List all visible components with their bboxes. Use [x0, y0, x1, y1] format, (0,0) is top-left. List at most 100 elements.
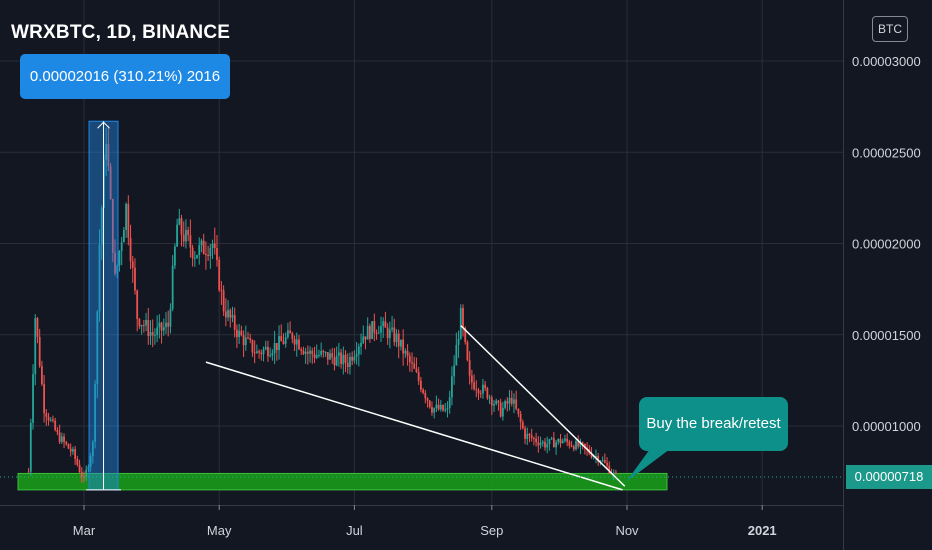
candle-body: [180, 218, 183, 235]
candle-body: [395, 333, 398, 343]
candle-body: [116, 265, 119, 274]
candle-body: [320, 350, 323, 355]
candle-body: [313, 354, 316, 358]
candle-body: [114, 252, 116, 274]
candle-body: [484, 384, 487, 389]
candle-body: [371, 321, 374, 339]
callout-note[interactable]: Buy the break/retest: [639, 397, 788, 451]
candle-body: [333, 357, 336, 366]
candle-body: [557, 438, 560, 443]
candle-body: [326, 352, 329, 360]
x-tick-label: Jul: [346, 523, 363, 538]
candle-body: [581, 442, 584, 444]
candle-body: [34, 318, 37, 375]
candle-body: [238, 330, 241, 338]
candle-body: [45, 413, 48, 417]
candle-body: [331, 353, 334, 358]
candle-body: [80, 471, 83, 478]
candle-body: [437, 404, 440, 410]
candle-body: [442, 404, 444, 411]
candle-body: [424, 392, 427, 399]
candle-body: [253, 352, 256, 354]
y-tick-label: 0.00002000: [852, 237, 921, 252]
trendline-2[interactable]: [460, 325, 626, 487]
candle-body: [169, 308, 172, 327]
candle-body: [63, 436, 65, 442]
candle-body: [264, 346, 267, 350]
candle-body: [289, 330, 292, 334]
candle-body: [83, 477, 85, 479]
candle-body: [473, 382, 475, 390]
candle-body: [255, 351, 258, 354]
candle-body: [151, 332, 154, 336]
candle-body: [236, 329, 238, 338]
candle-body: [171, 265, 174, 309]
candle-body: [468, 360, 471, 376]
candle-body: [411, 362, 413, 364]
candle-body: [455, 344, 458, 366]
candle-body: [185, 229, 187, 242]
candle-body: [357, 346, 360, 355]
candle-body: [537, 442, 540, 446]
candle-body: [269, 355, 272, 357]
candle-body: [306, 351, 309, 354]
candle-body: [198, 245, 201, 256]
measure-label: 0.00002016 (310.21%) 2016: [20, 54, 230, 99]
candle-body: [419, 380, 422, 390]
y-tick-label: 0.00002500: [852, 145, 921, 160]
candle-body: [486, 388, 489, 399]
candle-body: [136, 290, 139, 319]
candle-body: [187, 229, 190, 236]
candle-body: [415, 368, 418, 372]
candle-body: [353, 356, 356, 361]
candle-body: [446, 407, 449, 410]
candle-body: [156, 327, 159, 335]
candle-body: [218, 259, 221, 290]
candle-body: [606, 462, 608, 466]
candle-body: [431, 407, 433, 413]
candle-body: [433, 408, 436, 413]
candle-body: [439, 404, 442, 410]
candle-body: [47, 416, 50, 421]
candle-body: [36, 318, 39, 337]
candle-body: [222, 290, 225, 312]
support-zone[interactable]: [17, 472, 668, 491]
candle-body: [98, 244, 101, 312]
candle-body: [69, 448, 72, 452]
candle-body: [464, 327, 467, 342]
candle-body: [89, 456, 92, 467]
candle-body: [533, 438, 535, 440]
candle-body: [96, 311, 99, 385]
candle-body: [207, 255, 210, 257]
candle-body: [351, 356, 354, 361]
callout-pointer: [626, 449, 670, 482]
currency-badge[interactable]: BTC: [872, 16, 908, 42]
candle-body: [202, 240, 205, 255]
candle-body: [495, 400, 498, 405]
candle-body: [120, 242, 123, 252]
candle-body: [27, 471, 30, 473]
candle-body: [94, 384, 96, 442]
candle-body: [196, 255, 198, 258]
candle-body: [142, 325, 145, 327]
candle-body: [615, 472, 617, 475]
trendline-1[interactable]: [205, 361, 623, 491]
candle-body: [140, 325, 143, 327]
candle-body: [612, 472, 615, 474]
x-tick-label: May: [207, 523, 232, 538]
candle-body: [541, 442, 544, 444]
candle-body: [435, 404, 438, 409]
candle-body: [182, 234, 185, 242]
candle-body: [298, 339, 300, 350]
candle-body: [388, 329, 391, 339]
candle-body: [539, 443, 542, 446]
candle-body: [191, 247, 194, 259]
candle-body: [322, 350, 325, 353]
candle-body: [242, 335, 245, 346]
candle-body: [158, 322, 161, 328]
candle-body: [173, 246, 176, 266]
candle-body: [408, 355, 411, 363]
candle-body: [375, 332, 378, 334]
